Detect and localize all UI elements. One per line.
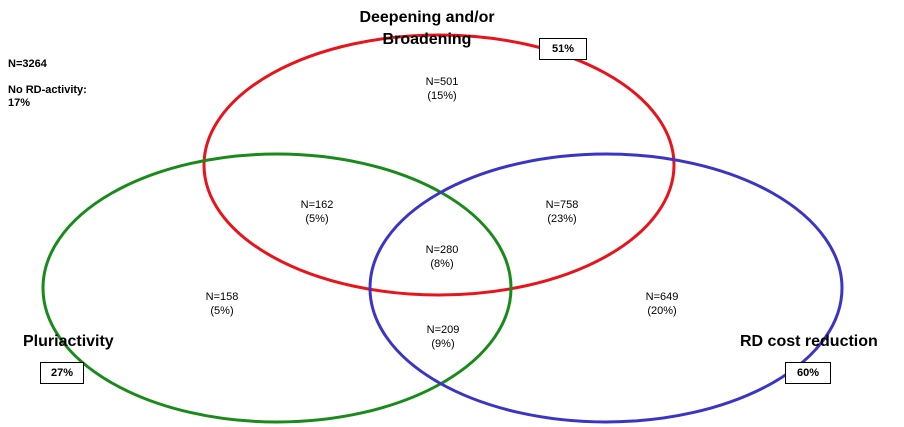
- cost-reduction-label: RD cost reduction: [740, 333, 878, 350]
- region-pluri-only: N=158 (5%): [206, 290, 239, 318]
- deepening-pct-box: 51%: [539, 38, 587, 60]
- region-deepening-only: N=501 (15%): [426, 75, 459, 103]
- region-all-three: N=280 (8%): [426, 243, 459, 271]
- region-deepening-pluri-pct: (5%): [305, 213, 329, 225]
- region-cost-only: N=649 (20%): [646, 290, 679, 318]
- region-all-three-pct: (8%): [430, 258, 454, 270]
- region-cost-only-n: N=649: [645, 291, 679, 303]
- deepening-ellipse: [202, 33, 676, 297]
- region-deepening-cost-n: N=758: [545, 199, 579, 211]
- total-n: N=3264: [8, 58, 47, 70]
- no-activity-label: No RD-activity:: [8, 84, 87, 96]
- deepening-label-line1: Deepening and/or: [359, 9, 495, 26]
- region-deepening-only-n: N=501: [425, 76, 459, 88]
- cost-reduction-ellipse: [368, 152, 844, 424]
- region-deepening-pluri: N=162 (5%): [301, 198, 334, 226]
- region-pluri-cost-pct: (9%): [431, 338, 455, 350]
- cost-reduction-pct-box: 60%: [785, 362, 831, 384]
- pluriactivity-ellipse: [41, 152, 513, 424]
- region-deepening-pluri-n: N=162: [300, 199, 334, 211]
- deepening-label-line2: Broadening: [382, 31, 472, 48]
- region-deepening-cost: N=758 (23%): [546, 198, 579, 226]
- region-deepening-only-pct: (15%): [427, 90, 457, 102]
- region-pluri-only-pct: (5%): [210, 305, 234, 317]
- pluriactivity-label: Pluriactivity: [23, 333, 114, 350]
- region-pluri-only-n: N=158: [205, 291, 239, 303]
- region-cost-only-pct: (20%): [647, 305, 677, 317]
- pluriactivity-pct-box: 27%: [40, 362, 84, 384]
- region-deepening-cost-pct: (23%): [547, 213, 577, 225]
- region-pluri-cost-n: N=209: [426, 324, 460, 336]
- region-pluri-cost: N=209 (9%): [427, 323, 460, 351]
- region-all-three-n: N=280: [425, 244, 459, 256]
- no-activity-pct: 17%: [8, 97, 31, 109]
